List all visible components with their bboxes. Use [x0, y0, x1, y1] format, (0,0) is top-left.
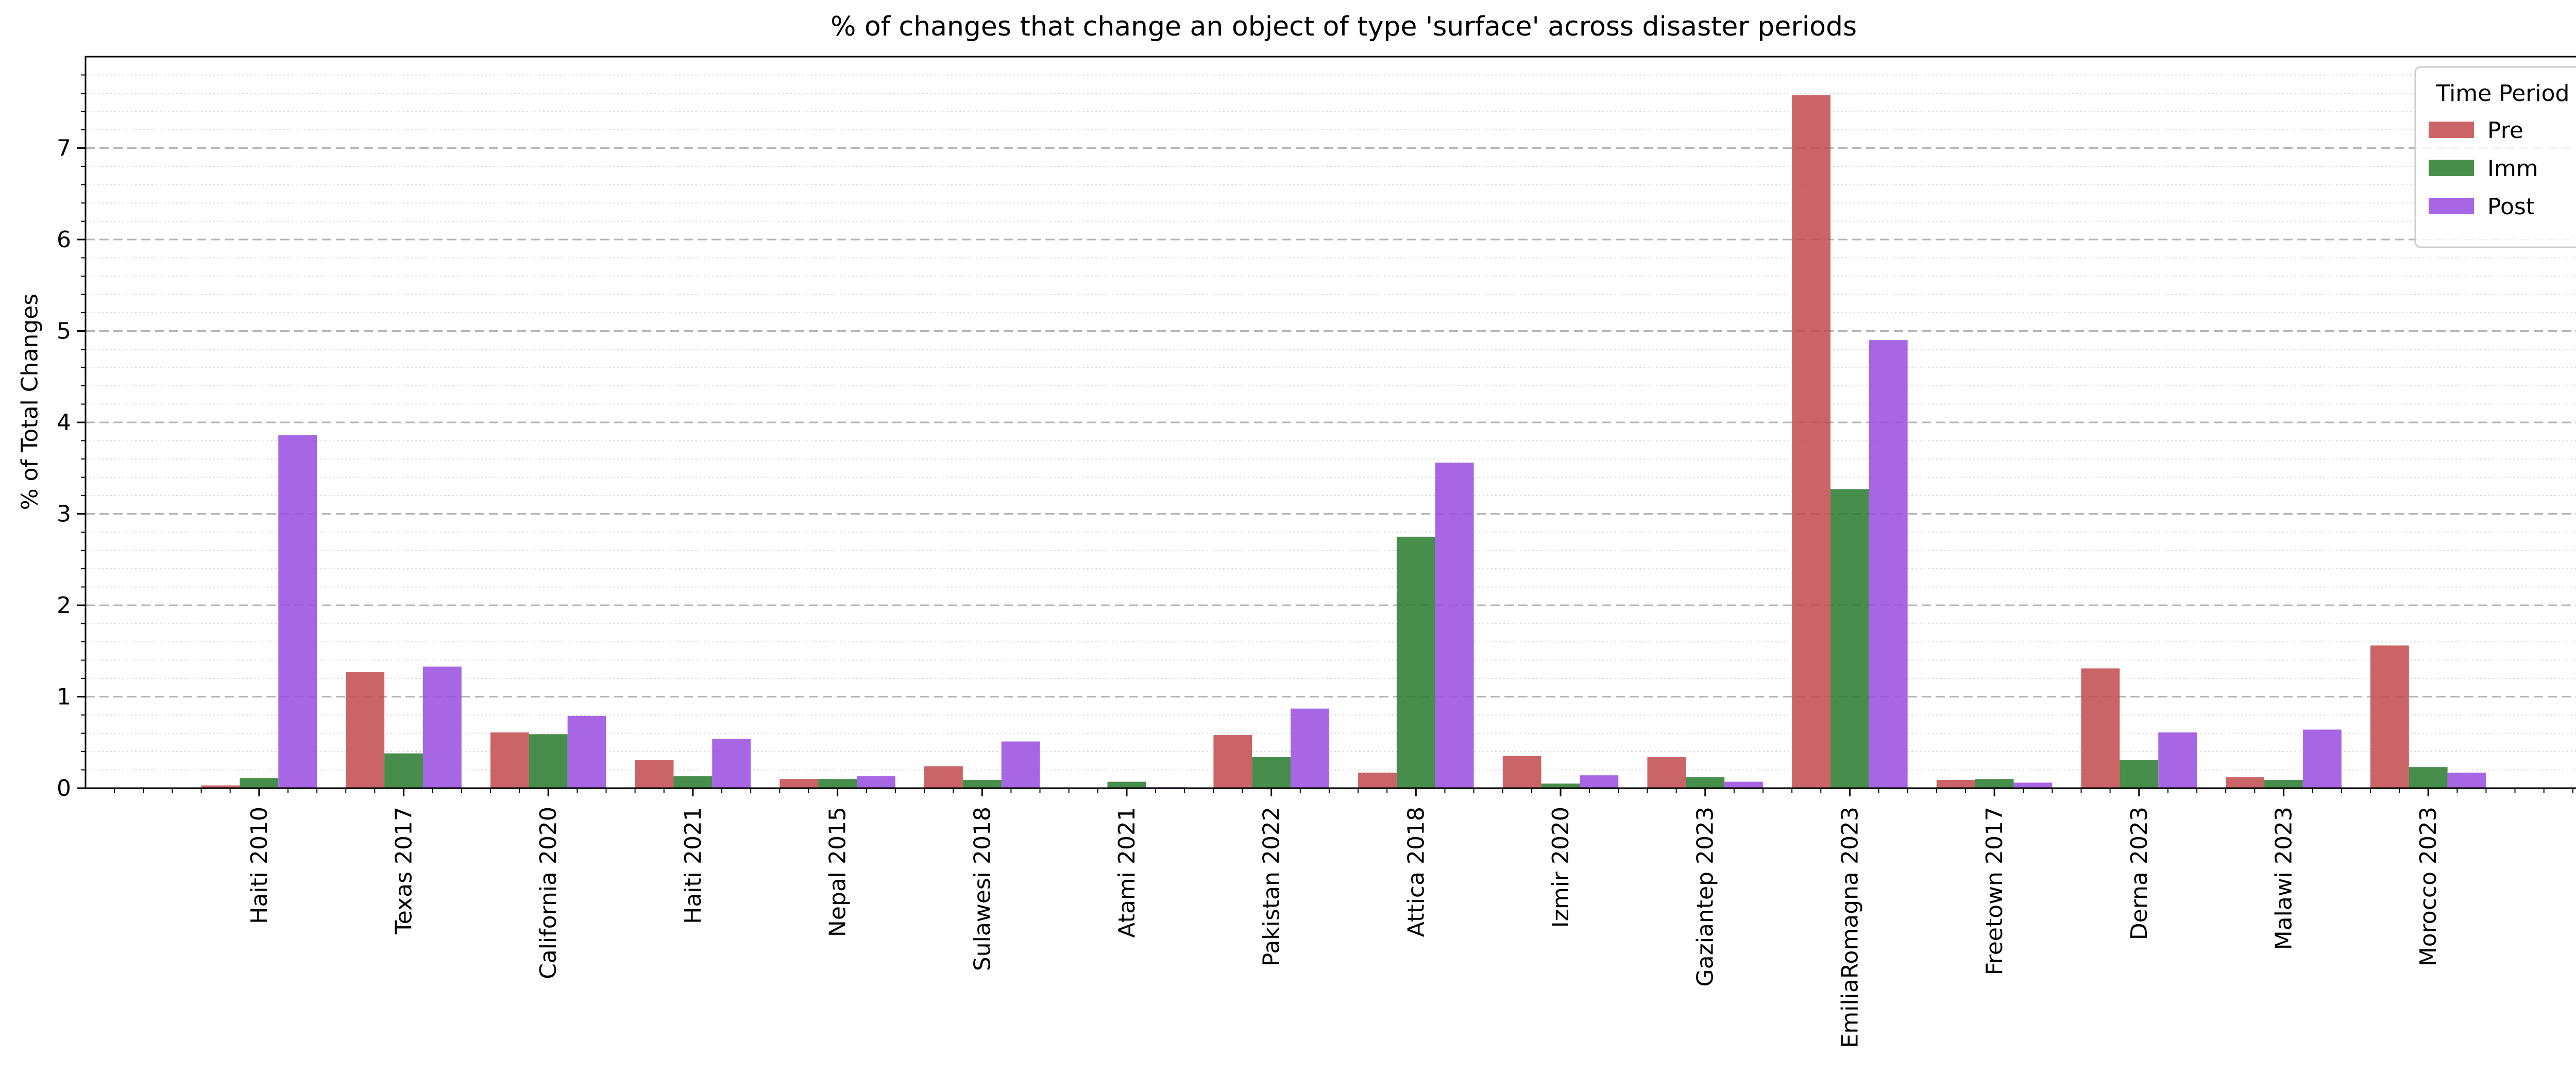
bar-imm-haiti-2010 [240, 778, 279, 788]
bar-pre-derna-2023 [2081, 668, 2120, 788]
bar-imm-malawi-2023 [2264, 780, 2303, 788]
bar-pre-haiti-2010 [201, 785, 240, 788]
x-tick-label: Nepal 2015 [825, 807, 851, 937]
x-tick-label: Derna 2023 [2126, 807, 2153, 940]
bar-imm-atami-2021 [1107, 781, 1146, 788]
legend-swatch-pre [2429, 122, 2474, 138]
bar-post-freetown-2017 [2013, 782, 2053, 788]
x-tick-label: Haiti 2010 [246, 807, 273, 924]
x-tick-label: Attica 2018 [1403, 807, 1429, 937]
y-tick-label: 7 [57, 135, 71, 162]
bar-imm-gaziantep-2023 [1686, 777, 1725, 788]
bar-imm-derna-2023 [2120, 759, 2159, 788]
x-tick-label: Morocco 2023 [2415, 807, 2442, 966]
bar-pre-izmir-2020 [1502, 756, 1541, 788]
x-tick-label: Haiti 2021 [680, 807, 706, 924]
y-tick-label: 6 [57, 227, 71, 253]
bar-imm-freetown-2017 [1975, 779, 2014, 788]
bar-pre-texas-2017 [346, 672, 385, 788]
legend-swatch-post [2429, 198, 2474, 214]
legend-title: Time Period [2436, 80, 2570, 107]
x-tick-label: Izmir 2020 [1548, 807, 1574, 928]
bar-imm-morocco-2023 [2409, 767, 2448, 788]
bar-pre-california-2020 [490, 732, 529, 788]
bar-pre-nepal-2015 [779, 779, 819, 788]
bar-pre-haiti-2021 [635, 759, 674, 788]
bar-pre-malawi-2023 [2226, 777, 2265, 788]
legend-label-pre: Pre [2487, 117, 2523, 144]
x-tick-label: Freetown 2017 [1981, 807, 2008, 975]
bar-imm-california-2020 [529, 734, 568, 788]
bar-pre-freetown-2017 [1936, 780, 1975, 788]
x-tick-label: Malawi 2023 [2270, 807, 2297, 950]
bar-imm-pakistan-2022 [1252, 757, 1291, 788]
bar-post-attica-2018 [1435, 463, 1474, 788]
bar-post-pakistan-2022 [1291, 708, 1329, 788]
legend-label-imm: Imm [2487, 156, 2538, 182]
bar-post-gaziantep-2023 [1724, 781, 1763, 788]
bar-post-malawi-2023 [2302, 729, 2342, 788]
x-tick-label: Pakistan 2022 [1259, 807, 1285, 966]
x-tick-label: EmiliaRomagna 2023 [1837, 807, 1863, 1048]
y-tick-label: 3 [57, 501, 71, 527]
y-tick-label: 2 [57, 592, 71, 619]
bar-imm-attica-2018 [1396, 536, 1435, 788]
bar-pre-sulawesi-2018 [924, 766, 963, 788]
bar-post-haiti-2021 [712, 739, 751, 788]
legend-swatch-imm [2429, 160, 2474, 176]
x-tick-label: Texas 2017 [391, 807, 417, 935]
bar-imm-nepal-2015 [818, 779, 857, 788]
bar-imm-izmir-2020 [1541, 784, 1580, 788]
y-tick-label: 1 [57, 684, 71, 710]
bar-post-nepal-2015 [857, 776, 895, 788]
bar-pre-morocco-2023 [2370, 645, 2409, 788]
x-tick-label: Atami 2021 [1114, 807, 1140, 938]
bar-post-izmir-2020 [1580, 775, 1619, 788]
chart-title: % of changes that change an object of ty… [830, 11, 1857, 42]
x-tick-label: Gaziantep 2023 [1692, 807, 1719, 986]
bar-post-california-2020 [567, 716, 606, 788]
legend-label-post: Post [2487, 194, 2535, 220]
bar-pre-emiliaromagna-2023 [1792, 95, 1831, 788]
y-tick-label: 0 [57, 775, 71, 802]
bar-post-sulawesi-2018 [1001, 741, 1040, 788]
bar-pre-gaziantep-2023 [1647, 757, 1686, 788]
bar-imm-emiliaromagna-2023 [1830, 489, 1869, 788]
bar-post-haiti-2010 [278, 435, 317, 788]
bar-imm-sulawesi-2018 [962, 780, 1002, 788]
bar-post-derna-2023 [2158, 732, 2197, 788]
y-tick-label: 5 [57, 318, 71, 345]
bar-post-morocco-2023 [2447, 772, 2486, 788]
bar-imm-haiti-2021 [673, 776, 713, 788]
plot-frame [84, 56, 2576, 789]
bar-post-texas-2017 [422, 666, 462, 788]
x-tick-label: California 2020 [535, 807, 562, 979]
bar-post-emiliaromagna-2023 [1869, 340, 1908, 788]
x-tick-label: Sulawesi 2018 [969, 807, 995, 971]
bar-imm-texas-2017 [384, 753, 423, 788]
y-tick-label: 4 [57, 410, 71, 436]
bar-pre-attica-2018 [1358, 772, 1397, 788]
bar-pre-pakistan-2022 [1213, 735, 1252, 788]
